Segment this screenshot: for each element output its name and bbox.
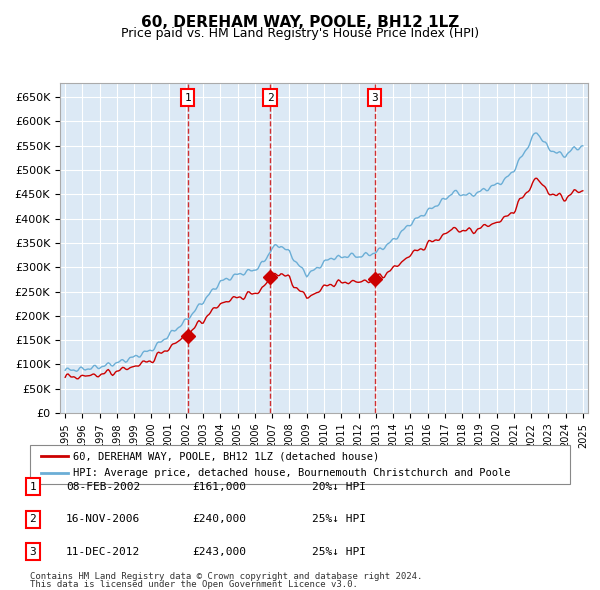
Text: Price paid vs. HM Land Registry's House Price Index (HPI): Price paid vs. HM Land Registry's House … bbox=[121, 27, 479, 40]
Text: 2: 2 bbox=[267, 93, 274, 103]
Text: 25%↓ HPI: 25%↓ HPI bbox=[312, 547, 366, 556]
Text: 60, DEREHAM WAY, POOLE, BH12 1LZ (detached house): 60, DEREHAM WAY, POOLE, BH12 1LZ (detach… bbox=[73, 451, 379, 461]
Text: Contains HM Land Registry data © Crown copyright and database right 2024.: Contains HM Land Registry data © Crown c… bbox=[30, 572, 422, 581]
Text: £161,000: £161,000 bbox=[192, 482, 246, 491]
Text: 25%↓ HPI: 25%↓ HPI bbox=[312, 514, 366, 524]
Text: This data is licensed under the Open Government Licence v3.0.: This data is licensed under the Open Gov… bbox=[30, 580, 358, 589]
Text: 08-FEB-2002: 08-FEB-2002 bbox=[66, 482, 140, 491]
Text: 16-NOV-2006: 16-NOV-2006 bbox=[66, 514, 140, 524]
Text: 11-DEC-2012: 11-DEC-2012 bbox=[66, 547, 140, 556]
Text: £240,000: £240,000 bbox=[192, 514, 246, 524]
Text: 3: 3 bbox=[29, 547, 37, 556]
Text: 60, DEREHAM WAY, POOLE, BH12 1LZ: 60, DEREHAM WAY, POOLE, BH12 1LZ bbox=[141, 15, 459, 30]
Text: 2: 2 bbox=[29, 514, 37, 524]
Text: HPI: Average price, detached house, Bournemouth Christchurch and Poole: HPI: Average price, detached house, Bour… bbox=[73, 468, 511, 478]
FancyBboxPatch shape bbox=[30, 445, 570, 484]
Text: 3: 3 bbox=[371, 93, 378, 103]
Text: 20%↓ HPI: 20%↓ HPI bbox=[312, 482, 366, 491]
Text: 1: 1 bbox=[184, 93, 191, 103]
Text: £243,000: £243,000 bbox=[192, 547, 246, 556]
Text: 1: 1 bbox=[29, 482, 37, 491]
